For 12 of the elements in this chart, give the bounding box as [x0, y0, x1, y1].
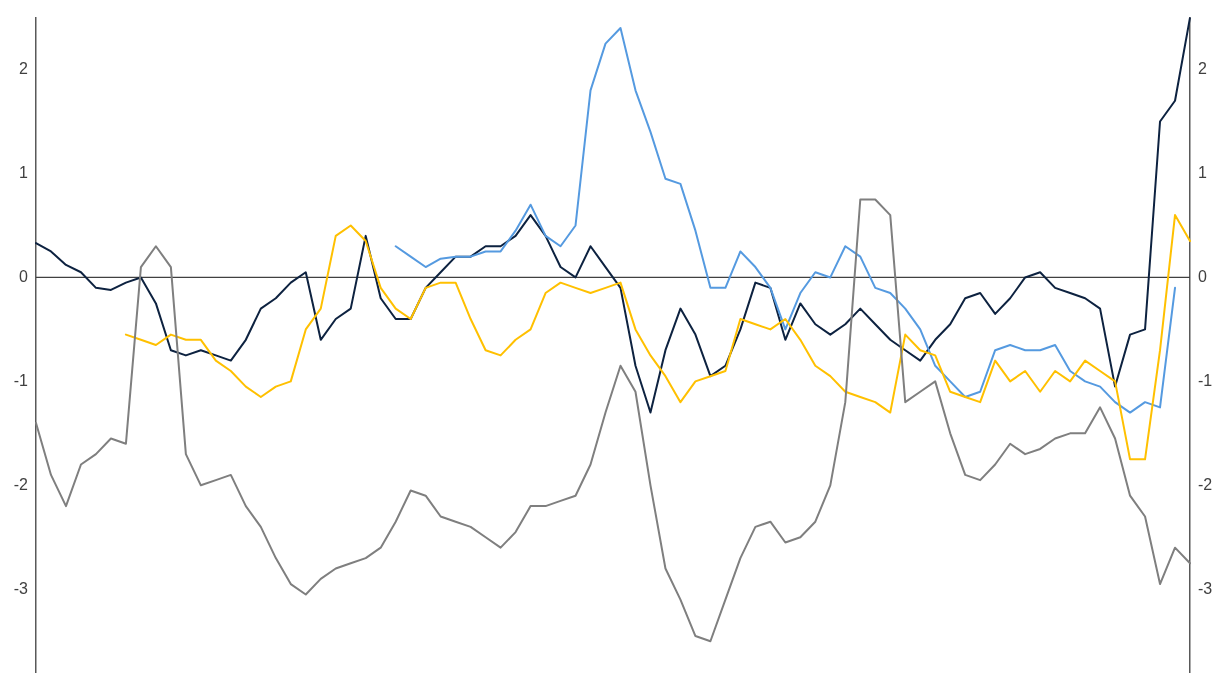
y-tick-label: -2: [13, 475, 29, 493]
y2-tick-label: -3: [1198, 579, 1213, 597]
y-tick-label: -1: [13, 371, 29, 389]
y-tick-label: 2: [19, 59, 29, 77]
y2-tick-label: 0: [1198, 267, 1207, 285]
y2-tick-label: -1: [1198, 371, 1213, 389]
y-tick-label: 0: [19, 267, 29, 285]
y-tick-label: 1: [19, 163, 29, 181]
y-tick-label: -3: [13, 579, 29, 597]
y2-tick-label: -2: [1198, 475, 1213, 493]
y2-tick-label: 1: [1198, 163, 1207, 181]
y2-tick-label: 2: [1198, 59, 1207, 77]
